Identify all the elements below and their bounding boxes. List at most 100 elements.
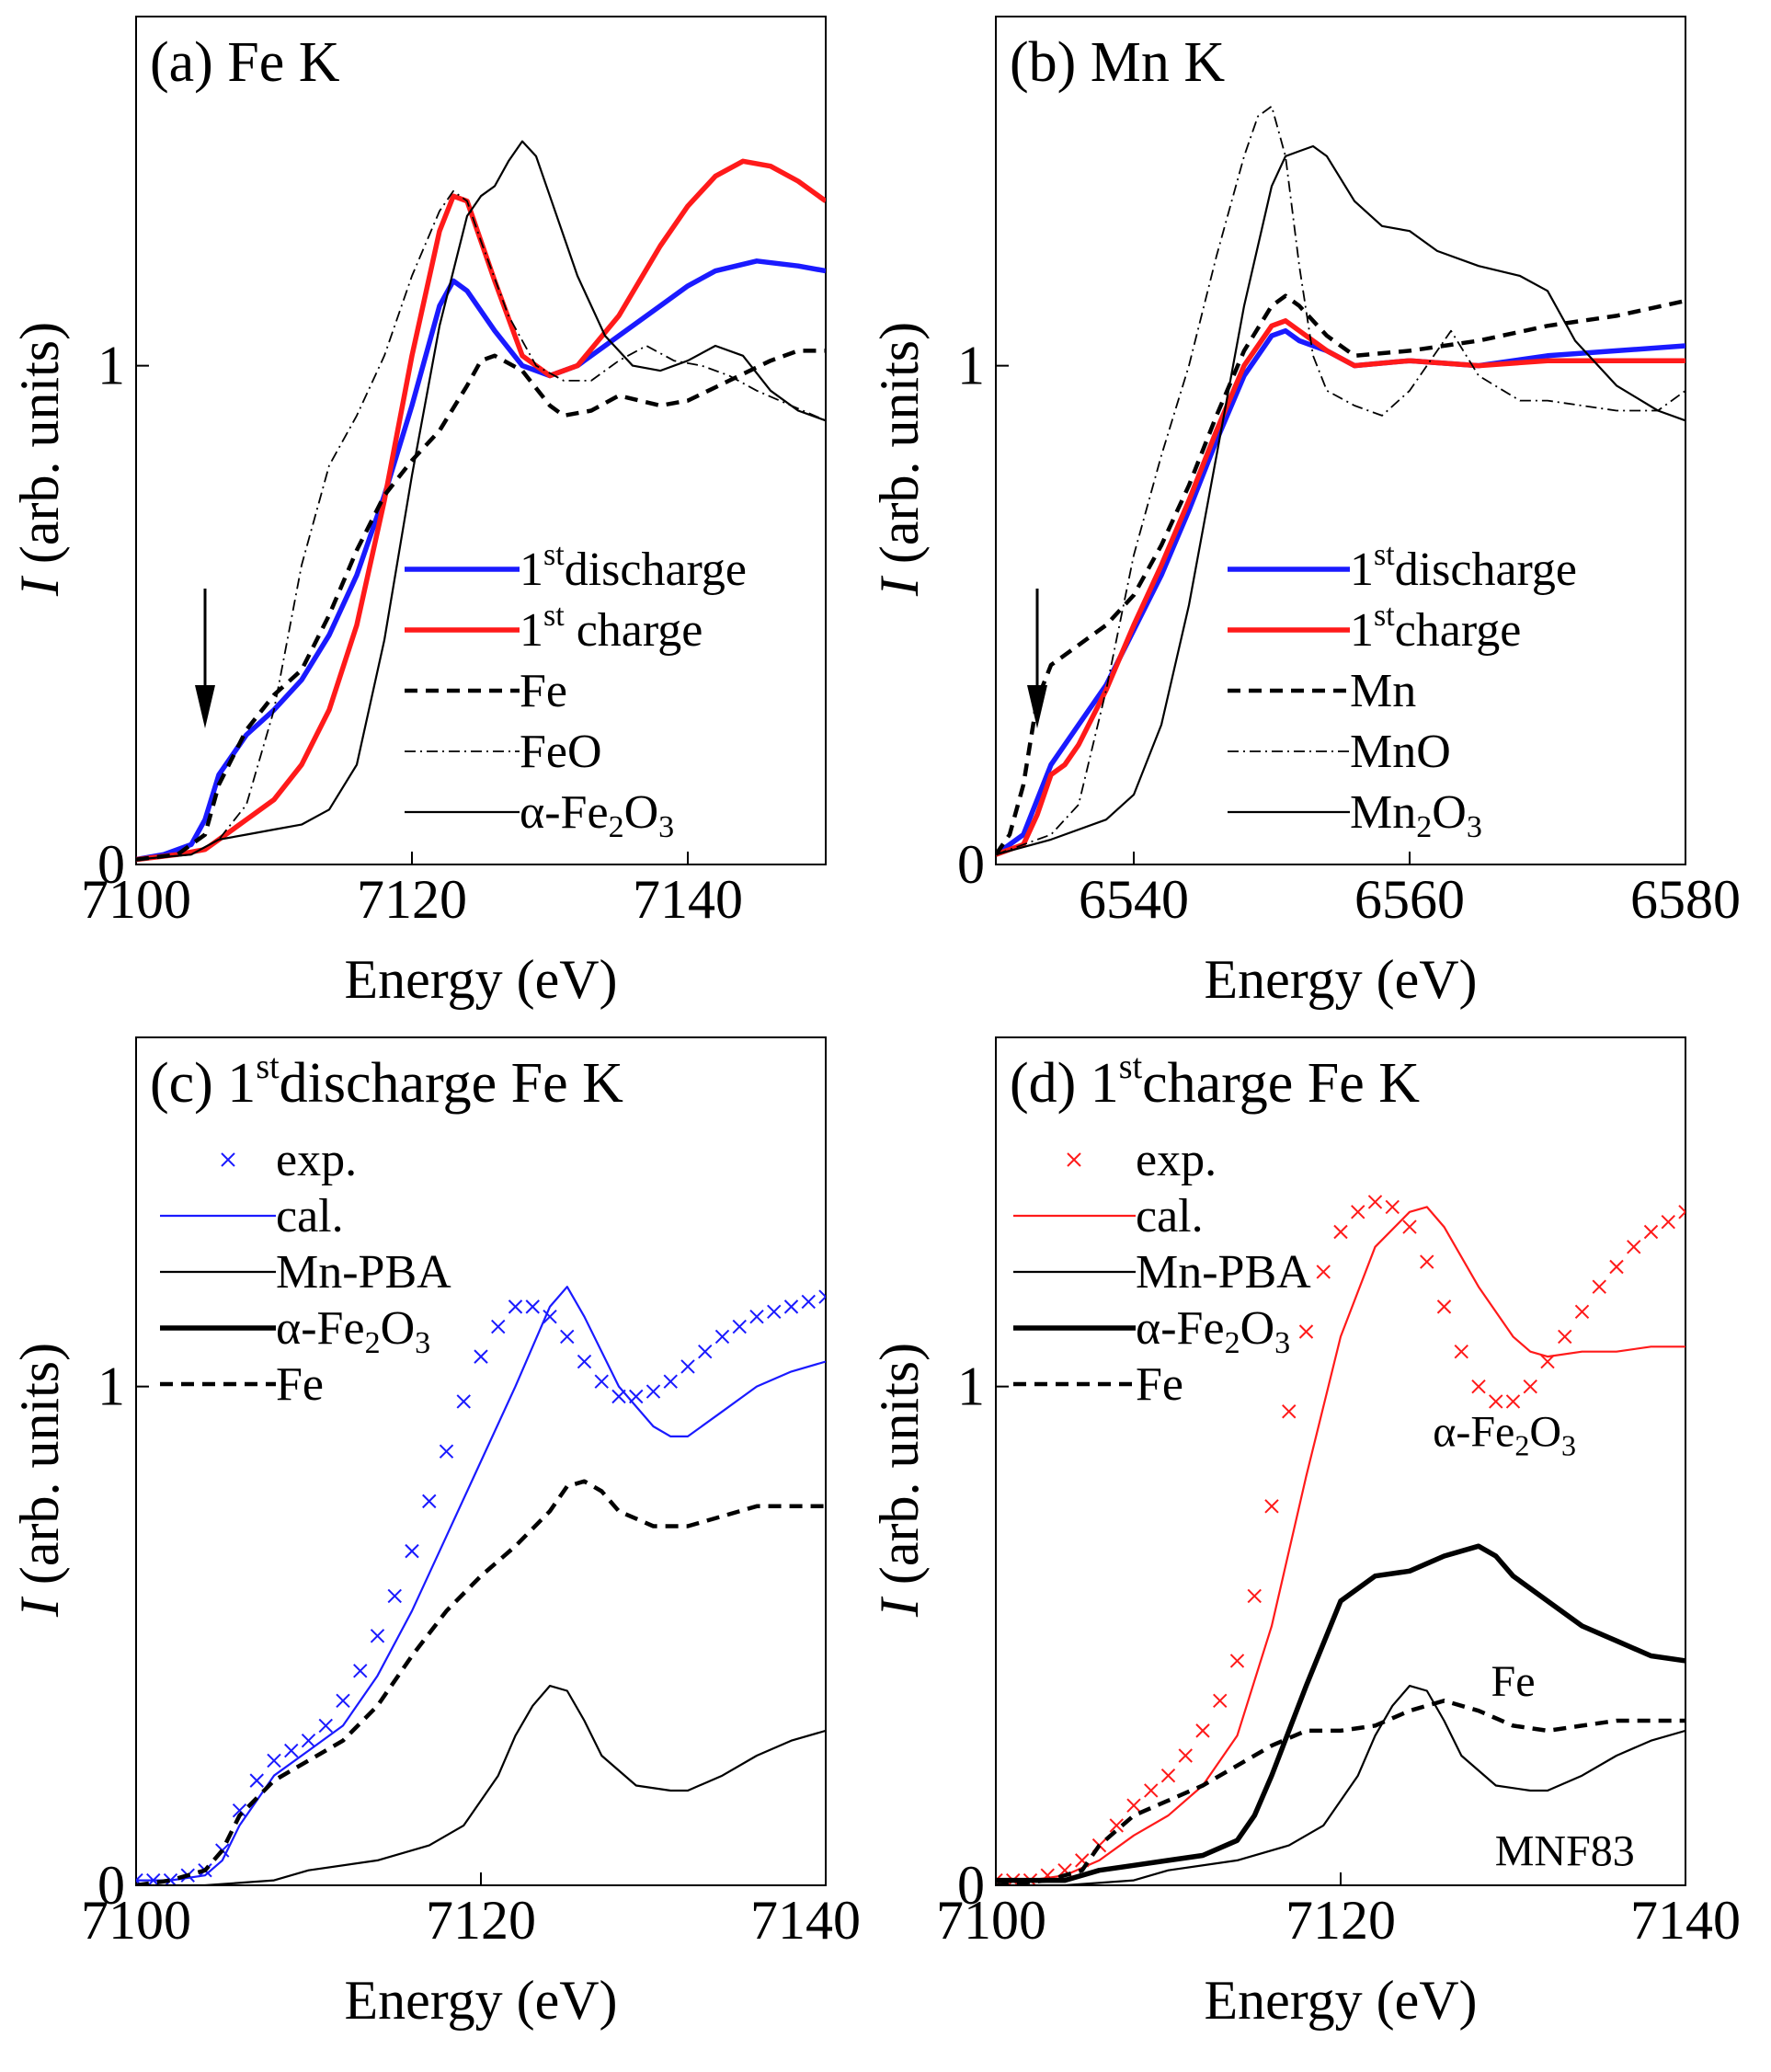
y-axis-label-symbol: I [9,575,70,597]
plot-frame [135,16,827,865]
series-line-fe [136,349,826,862]
legend-label: cal. [1136,1190,1204,1242]
data-point-exp [1592,1279,1606,1294]
data-point-exp [1540,1354,1555,1369]
panel-title-main: (a) Fe K [150,31,340,94]
annotation-fe: Fe [1491,1657,1536,1706]
legend-item: Mn2O3 [1228,786,1482,844]
x-tick-label: 7100 [81,1890,191,1951]
data-point-exp [1160,1768,1176,1783]
data-point-exp [1627,1240,1641,1254]
panel-title-sup: st [1119,1047,1143,1086]
pre-edge-arrow [195,589,215,728]
x-tick-label: 7120 [357,869,467,930]
series-line-mno [996,105,1685,856]
legend-swatch [1067,1152,1081,1167]
y-tick-label: 1 [957,336,985,396]
legend-label: Mn-PBA [276,1246,451,1299]
legend-label: Mn-PBA [1136,1246,1311,1299]
legend-item: 1stdischarge [405,538,747,596]
y-tick-label: 1 [957,1357,985,1417]
legend-label: α-Fe2O3 [520,786,674,844]
panel-title-main: (c) 1 [150,1052,256,1115]
data-point-exp [353,1664,368,1678]
data-point-exp [1436,1299,1452,1314]
series-line-cal [996,1206,1685,1882]
data-point-exp [336,1693,350,1709]
legend-label-main: Fe [520,665,567,717]
series-line-feo [136,189,826,861]
legend-label-rest: O [624,786,659,839]
panel-title-main: (b) Mn K [1010,31,1225,94]
legend-label-sub2: 3 [1467,810,1482,844]
legend-label: Mn [1350,665,1416,717]
legend-label-sub: 2 [1225,1326,1240,1360]
legend-label-main: exp. [1136,1134,1217,1186]
x-tick-label: 7120 [1285,1890,1396,1951]
data-point-exp [232,1803,247,1818]
legend-label-main: Mn [1350,665,1416,717]
series-line-mn [996,293,1685,856]
data-point-exp [439,1444,454,1459]
legend-label: α-Fe2O3 [1136,1302,1290,1360]
data-point-exp [1282,1404,1297,1419]
data-point-exp [1678,1205,1685,1219]
data-point-exp [1558,1329,1572,1345]
annotation-sub2: 3 [1561,1429,1576,1462]
panel-title-rest: charge Fe K [1142,1052,1420,1115]
annotation-mnf83: MNF83 [1495,1826,1635,1875]
series-line-fe2o3 [136,140,826,861]
data-point-exp [474,1349,488,1364]
data-point-exp [646,1384,661,1399]
plot-area [136,1286,826,1885]
legend-label: Mn2O3 [1350,786,1482,844]
panel-title: (b) Mn K [1010,31,1225,94]
legend-label: Fe [520,665,567,717]
data-point-exp [318,1718,333,1734]
legend-label-rest: discharge [565,544,747,596]
legend-item: α-Fe2O3 [1013,1302,1290,1360]
data-point-exp [267,1753,281,1769]
legend-label-main: Mn-PBA [1136,1246,1311,1299]
x-tick-label: 7140 [1630,1890,1741,1951]
data-point-exp [456,1394,471,1409]
legend-label: 1stdischarge [520,538,747,596]
legend-label: 1stcharge [1350,599,1521,657]
series-line-mnpba [136,1685,826,1885]
x-tick-label: 7140 [750,1890,861,1951]
panel-title-rest: discharge Fe K [280,1052,623,1115]
x-tick-label: 7140 [633,869,743,930]
data-point-exp [1505,1394,1521,1409]
legend-label-rest: discharge [1395,544,1577,596]
data-point-exp [1574,1304,1590,1319]
y-tick-label: 0 [957,834,985,895]
x-tick-label: 6540 [1079,869,1189,930]
y-tick-label: 0 [957,1855,985,1916]
legend-label-main: cal. [276,1190,344,1242]
annotation-fe2o3: α-Fe2O3 [1433,1408,1576,1462]
panel-title: (a) Fe K [150,31,340,94]
data-point-exp [422,1494,437,1509]
legend-item: FeO [405,726,602,778]
legend-label-main: 1 [1350,544,1374,596]
data-point-exp [714,1329,730,1345]
y-tick-label: 1 [97,1357,125,1417]
y-axis-label: I (arb. units) [9,1343,70,1618]
legend-label-sub: 2 [609,810,624,844]
y-axis-label-unit: (arb. units) [869,322,930,578]
data-point-exp [1195,1723,1210,1738]
series-line-fe [136,1479,826,1885]
data-point-exp [818,1289,826,1304]
x-axis-label: Energy (eV) [344,1970,617,2031]
legend-label-main: FeO [520,726,602,778]
legend-label-main: α-Fe [276,1302,365,1355]
legend-label-rest: charge [565,604,703,657]
data-point-exp [249,1773,264,1788]
